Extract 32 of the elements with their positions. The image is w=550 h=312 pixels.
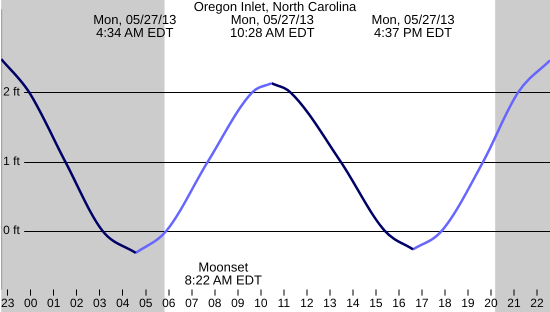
x-tick-label: 01 <box>47 296 61 310</box>
x-tick-label: 22 <box>530 296 544 310</box>
x-tick-label: 18 <box>438 296 452 310</box>
x-tick-label: 11 <box>278 296 290 310</box>
x-tick-label: 06 <box>162 296 176 310</box>
x-tick-label: 10 <box>254 296 268 310</box>
chart-title: Oregon Inlet, North Carolina <box>194 0 358 14</box>
x-tick-label: 12 <box>300 296 314 310</box>
y-tick-label: 0 ft <box>3 223 21 238</box>
y-tick-label: 2 ft <box>3 84 21 99</box>
x-tick-label: 19 <box>461 296 475 310</box>
annotation: Mon, 05/27/13 10:28 AM EDT <box>230 12 315 40</box>
x-tick-label: 16 <box>392 296 406 310</box>
x-tick-label: 14 <box>346 296 360 310</box>
x-tick-label: 04 <box>116 296 130 310</box>
x-tick-label: 15 <box>369 296 383 310</box>
annotation: Moonset 8:22 AM EDT <box>184 260 262 288</box>
x-tick-label: 20 <box>484 296 498 310</box>
x-tick-label: 21 <box>507 296 521 310</box>
x-tick-label: 23 <box>1 296 15 310</box>
x-tick-label: 17 <box>415 296 429 310</box>
x-tick-label: 13 <box>323 296 337 310</box>
x-tick-label: 09 <box>231 296 245 310</box>
x-tick-label: 05 <box>139 296 153 310</box>
x-tick-label: 03 <box>93 296 107 310</box>
x-tick-label: 07 <box>185 296 199 310</box>
x-tick-label: 02 <box>70 296 84 310</box>
y-tick-label: 1 ft <box>3 154 21 168</box>
x-tick-label: 08 <box>208 296 222 310</box>
annotation: Mon, 05/27/13 4:37 PM EDT <box>371 12 455 40</box>
annotation: Mon, 05/27/13 4:34 AM EDT <box>93 12 176 40</box>
x-tick-label: 00 <box>24 296 38 310</box>
